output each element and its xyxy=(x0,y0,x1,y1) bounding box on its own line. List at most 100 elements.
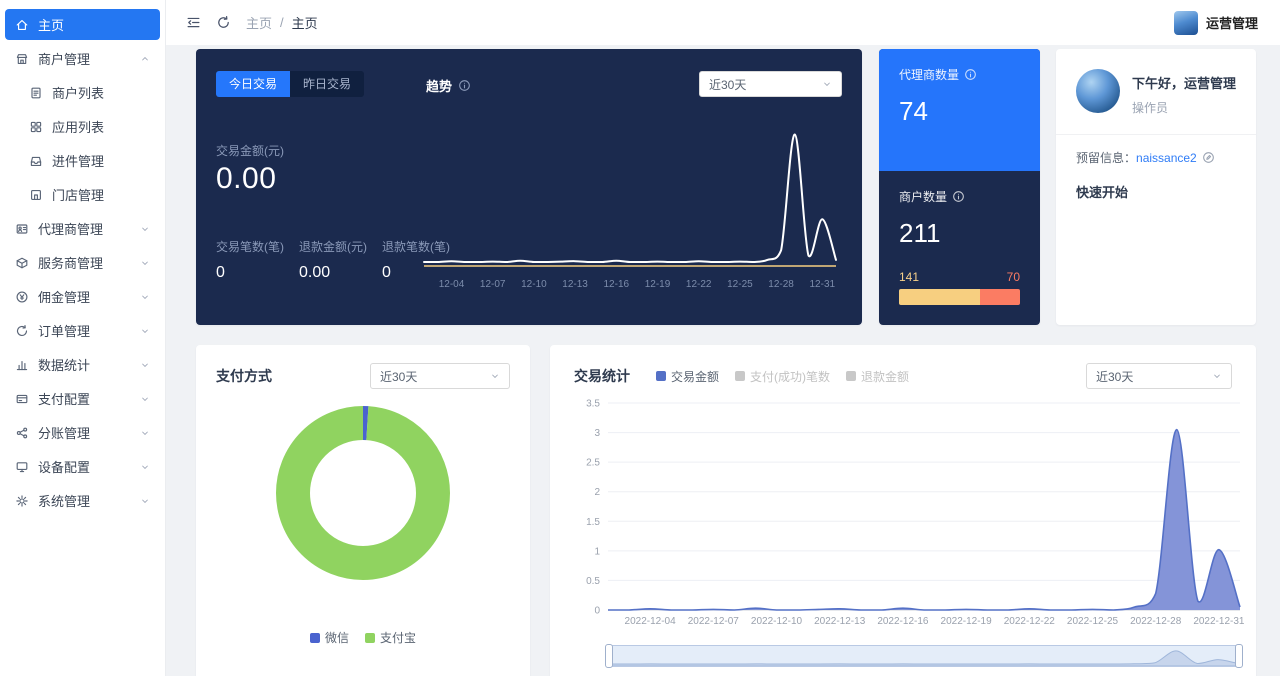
trend-line-chart: 12-04 12-07 12-10 12-13 12-16 12-19 12-22 12-25… xyxy=(423,133,837,290)
sidebar-item-ledger-mgmt[interactable]: 分账管理 xyxy=(5,417,160,448)
legend-label: 支付宝 xyxy=(380,631,417,645)
sidebar-item-merchant-list[interactable]: 商户列表 xyxy=(5,77,160,108)
svg-text:12-25: 12-25 xyxy=(727,279,753,290)
select-value: 近30天 xyxy=(1096,369,1134,384)
payment-donut-chart xyxy=(276,406,450,580)
service-icon xyxy=(15,256,29,270)
chevron-down-icon xyxy=(1212,371,1222,381)
legend-swatch xyxy=(735,371,746,381)
transaction-amount-value: 0.00 xyxy=(216,162,277,195)
sidebar-item-system-mgmt[interactable]: 系统管理 xyxy=(5,485,160,516)
breadcrumb-home[interactable]: 主页 xyxy=(246,16,273,31)
info-icon[interactable] xyxy=(964,68,977,81)
chevron-down-icon xyxy=(822,79,832,89)
topbar: 主页 / 主页 运营管理 xyxy=(166,0,1280,45)
chevron-down-icon xyxy=(490,371,500,381)
legend-item-交易金额[interactable]: 交易金额 xyxy=(656,368,719,385)
svg-text:2022-12-13: 2022-12-13 xyxy=(814,616,866,627)
role-text: 操作员 xyxy=(1132,101,1169,115)
chevron-down-icon xyxy=(140,360,150,370)
svg-text:2022-12-28: 2022-12-28 xyxy=(1130,616,1182,627)
legend-item-支付宝[interactable]: 支付宝 xyxy=(365,629,416,646)
svg-text:0.5: 0.5 xyxy=(586,576,600,587)
merchant-count-panel: 商户数量 211 141 70 xyxy=(879,171,1040,322)
tab-yesterday-transactions[interactable]: 昨日交易 xyxy=(290,71,365,97)
sidebar-item-merchant-mgmt[interactable]: 商户管理 xyxy=(5,43,160,74)
svg-text:12-13: 12-13 xyxy=(562,279,588,290)
sidebar-item-home[interactable]: 主页 xyxy=(5,9,160,40)
sidebar-item-label: 佣金管理 xyxy=(38,290,91,305)
sidebar-item-device-config[interactable]: 设备配置 xyxy=(5,451,160,482)
sidebar-item-label: 设备配置 xyxy=(38,460,91,475)
legend-item-支付(成功)笔数[interactable]: 支付(成功)笔数 xyxy=(735,368,830,385)
doc-icon xyxy=(29,86,43,100)
sidebar-item-data-stats[interactable]: 数据统计 xyxy=(5,349,160,380)
datazoom-right-handle[interactable] xyxy=(1235,644,1243,668)
chevron-down-icon xyxy=(140,292,150,302)
svg-text:2022-12-16: 2022-12-16 xyxy=(877,616,929,627)
svg-text:12-10: 12-10 xyxy=(521,279,547,290)
svg-text:12-04: 12-04 xyxy=(439,279,465,290)
store-icon xyxy=(29,188,43,202)
menu-fold-icon[interactable] xyxy=(186,15,201,30)
sidebar-item-store-mgmt[interactable]: 门店管理 xyxy=(5,179,160,210)
svg-text:12-28: 12-28 xyxy=(768,279,794,290)
metric-refund-amount: 退款金额(元) 0.00 xyxy=(299,240,367,281)
home-icon xyxy=(15,18,29,32)
transaction-stats-card: 交易统计 交易金额 支付(成功)笔数 退款金额 近30天 0 0.5 1 1.5 2 2.5 3… xyxy=(550,345,1256,676)
inbox-icon xyxy=(29,154,43,168)
chevron-down-icon xyxy=(140,224,150,234)
sidebar-item-app-list[interactable]: 应用列表 xyxy=(5,111,160,142)
info-icon[interactable] xyxy=(952,190,965,203)
legend-label: 微信 xyxy=(324,631,349,645)
svg-text:2: 2 xyxy=(594,487,600,498)
sidebar-item-label: 数据统计 xyxy=(38,358,91,373)
sidebar-item-service-provider-mgmt[interactable]: 服务商管理 xyxy=(5,247,160,278)
transaction-legend: 交易金额 支付(成功)笔数 退款金额 xyxy=(656,368,909,385)
sidebar-item-intake-mgmt[interactable]: 进件管理 xyxy=(5,145,160,176)
sidebar-item-label: 订单管理 xyxy=(38,324,91,339)
reserved-info-label: 预留信息： xyxy=(1076,151,1137,165)
reserved-info-value[interactable]: naissance2 xyxy=(1136,150,1197,165)
svg-text:12-22: 12-22 xyxy=(686,279,712,290)
info-icon[interactable] xyxy=(458,79,471,92)
sidebar-item-payment-config[interactable]: 支付配置 xyxy=(5,383,160,414)
datazoom-left-handle[interactable] xyxy=(605,644,613,668)
legend-item-退款金额[interactable]: 退款金额 xyxy=(846,368,909,385)
counts-card: 代理商数量 74 商户数量 211 141 70 xyxy=(879,49,1040,325)
datazoom-slider[interactable] xyxy=(605,644,1243,668)
sidebar-item-label: 应用列表 xyxy=(52,120,105,135)
legend-item-微信[interactable]: 微信 xyxy=(309,629,349,646)
svg-text:2022-12-07: 2022-12-07 xyxy=(688,616,740,627)
svg-text:12-19: 12-19 xyxy=(645,279,671,290)
datazoom-preview xyxy=(609,650,1239,666)
select-value: 近30天 xyxy=(380,369,418,384)
quick-start-heading: 快速开始 xyxy=(1076,185,1129,200)
payment-method-card: 支付方式 近30天 微信 支付宝 xyxy=(196,345,530,676)
divider xyxy=(1056,134,1256,135)
edit-icon[interactable] xyxy=(1202,151,1215,164)
payment-date-range-select[interactable]: 近30天 xyxy=(370,363,510,389)
svg-text:2.5: 2.5 xyxy=(586,458,600,469)
legend-swatch xyxy=(846,371,857,381)
svg-text:0: 0 xyxy=(594,606,600,617)
sidebar-item-order-mgmt[interactable]: 订单管理 xyxy=(5,315,160,346)
sidebar-item-agent-mgmt[interactable]: 代理商管理 xyxy=(5,213,160,244)
tab-today-transactions[interactable]: 今日交易 xyxy=(216,71,291,97)
refresh-icon[interactable] xyxy=(216,15,231,30)
sidebar-item-commission-mgmt[interactable]: 佣金管理 xyxy=(5,281,160,312)
sidebar-item-label: 主页 xyxy=(38,18,65,33)
transaction-area-chart: 0 0.5 1 1.5 2 2.5 3 3.5 2022-12-04 2022-12-07 2022… xyxy=(586,399,1245,628)
transaction-date-range-select[interactable]: 近30天 xyxy=(1086,363,1232,389)
chevron-down-icon xyxy=(140,462,150,472)
user-name: 运营管理 xyxy=(1205,16,1258,31)
merchant-split-left-value: 141 xyxy=(899,270,920,284)
stats-icon xyxy=(15,358,29,372)
chevron-down-icon xyxy=(140,258,150,268)
user-menu[interactable]: 运营管理 xyxy=(1173,10,1258,35)
chevron-down-icon xyxy=(140,326,150,336)
svg-text:2022-12-19: 2022-12-19 xyxy=(941,616,993,627)
trend-date-range-select[interactable]: 近30天 xyxy=(699,71,842,97)
chevron-down-icon xyxy=(140,394,150,404)
breadcrumb: 主页 / 主页 xyxy=(246,13,318,32)
